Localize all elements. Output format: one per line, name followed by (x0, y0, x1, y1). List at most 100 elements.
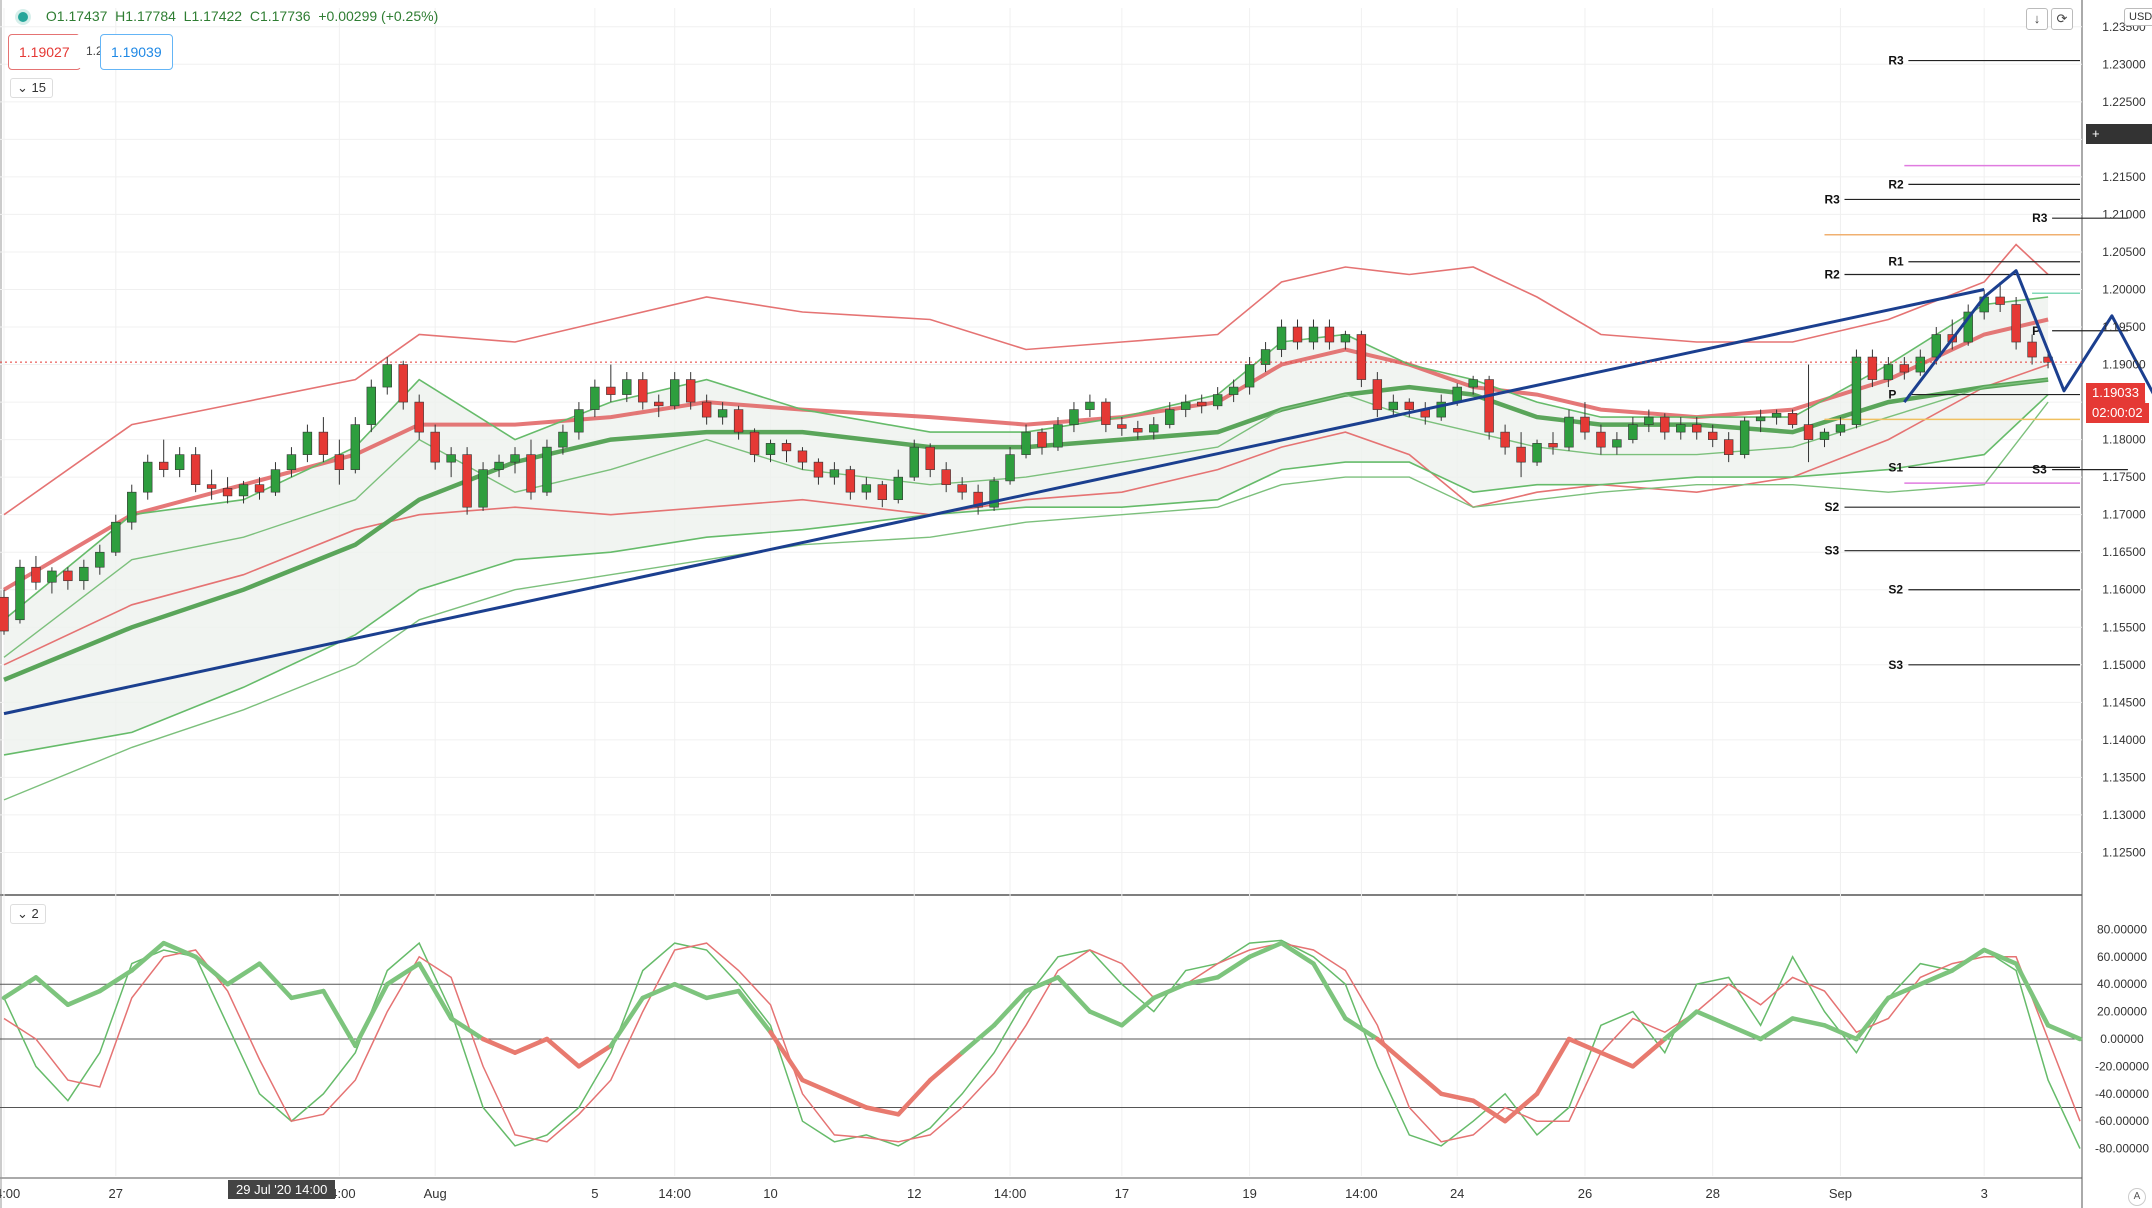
price-tick-label: 1.23000 (2102, 57, 2146, 71)
plus-icon: + (2092, 126, 2100, 141)
buy-button[interactable]: 1.19039 (100, 34, 173, 70)
osc-tick-label: 60.00000 (2097, 950, 2147, 964)
outer-green-upper (3, 378, 2049, 658)
candle-body (1021, 431, 1031, 455)
osc-tick-label: 40.00000 (2097, 977, 2147, 991)
green-band-lower (3, 394, 2049, 756)
pivot-label: P (1888, 388, 1896, 402)
candle-body (909, 446, 919, 478)
osc-thick-segment (576, 1043, 614, 1069)
candle-body (1708, 431, 1718, 440)
candle-body (1324, 326, 1335, 343)
candle-body (318, 431, 329, 455)
candle-body (190, 454, 201, 485)
candle-body (526, 454, 536, 493)
candle-body (1676, 424, 1686, 433)
candle-body (957, 484, 967, 493)
osc-thick-segment (672, 981, 709, 1001)
candle-body (1739, 420, 1750, 455)
candle-body (1819, 431, 1830, 440)
price-tick-label: 1.17500 (2102, 470, 2146, 484)
osc-thick-segment (1694, 1009, 1731, 1028)
candle-body (654, 401, 664, 407)
sell-button[interactable]: 1.19027 (8, 34, 81, 70)
pivot-label: S3 (1824, 544, 1839, 558)
osc-thick-segment (1311, 961, 1348, 1021)
candlesticks (0, 281, 2053, 635)
osc-tick-label: -40.00000 (2095, 1087, 2149, 1101)
candle-body (1228, 386, 1239, 395)
auto-scale-button[interactable]: A (2128, 1188, 2146, 1206)
main-pane-toggle[interactable]: ⌄ 15 (10, 78, 53, 98)
candle-body (1101, 401, 1111, 425)
candle-body (334, 454, 345, 470)
candle-body (1085, 401, 1095, 410)
osc-thick-segment (1662, 1009, 1699, 1042)
candle-body (478, 469, 488, 508)
crosshair-price: 1.22517 (2092, 142, 2139, 157)
red-band-lower (3, 363, 2049, 666)
candle-body (765, 443, 776, 455)
osc-thick-segment (161, 940, 198, 960)
candle-body (1468, 379, 1478, 388)
candle-body (1165, 409, 1175, 425)
osc-thick-segment (257, 961, 294, 1001)
osc-thick-segment (2045, 1023, 2083, 1042)
osc-thick-segment (321, 988, 358, 1049)
osc-thick-segment (1375, 1036, 1412, 1069)
candle-body (1372, 379, 1383, 410)
osc-thick-segment (1566, 1036, 1604, 1055)
osc-thick-segment (1502, 1091, 1540, 1124)
candle-body (1404, 401, 1414, 410)
osc-pane-count: 2 (31, 906, 39, 921)
candle-body (797, 450, 808, 463)
candle-body (1212, 394, 1223, 407)
osc-thick-segment (193, 954, 230, 987)
candle-body (1276, 326, 1287, 350)
time-tick-label: 10 (763, 1186, 777, 1201)
candle-body (47, 570, 57, 583)
candle-body (446, 454, 456, 463)
price-tick-label: 1.19500 (2102, 320, 2146, 334)
time-tick-label: 17 (1115, 1186, 1129, 1201)
osc-thick-segment (1534, 1036, 1572, 1097)
osc-thick-segment (991, 988, 1029, 1028)
candle-body (1500, 431, 1510, 448)
currency-label[interactable]: USD (2124, 8, 2152, 26)
price-tick-label: 1.19000 (2102, 358, 2146, 372)
candle-body (286, 454, 297, 470)
osc-thick-segment (1758, 1016, 1795, 1042)
candle-body (1548, 443, 1558, 448)
candle-body (1660, 416, 1670, 433)
osc-tick-label: 0.00000 (2100, 1032, 2144, 1046)
osc-thick-segment (832, 1091, 869, 1110)
candle-body (1117, 424, 1127, 429)
osc-tick-label: 80.00000 (2097, 922, 2147, 936)
price-tick-label: 1.16500 (2102, 545, 2146, 559)
candle-body (1484, 379, 1494, 433)
candle-body (1755, 416, 1766, 422)
candle-body (1564, 416, 1574, 448)
candle-body (63, 570, 73, 582)
price-tick-label: 1.21500 (2102, 170, 2146, 184)
candle-body (430, 431, 440, 463)
candle-body (1532, 443, 1542, 463)
candle-body (159, 461, 169, 470)
osc-pane-toggle[interactable]: ⌄ 2 (10, 904, 46, 924)
candle-body (574, 409, 584, 433)
osc-thick-segment (608, 995, 646, 1049)
refresh-icon[interactable]: ⟳ (2051, 8, 2073, 30)
osc-thick-segment (512, 1036, 550, 1055)
candle-body (1260, 349, 1271, 365)
osc-thick-segment (1981, 947, 2019, 966)
time-tick-label: 26 (1578, 1186, 1592, 1201)
download-icon[interactable]: ↓ (2026, 8, 2048, 30)
osc-thick-segment (1119, 995, 1157, 1028)
candle-body (685, 379, 696, 403)
candle-body (350, 424, 361, 470)
candle-body (829, 469, 840, 478)
candle-body (1244, 364, 1255, 388)
osc-thick-segment (959, 1023, 997, 1055)
candle-body (1628, 424, 1638, 440)
